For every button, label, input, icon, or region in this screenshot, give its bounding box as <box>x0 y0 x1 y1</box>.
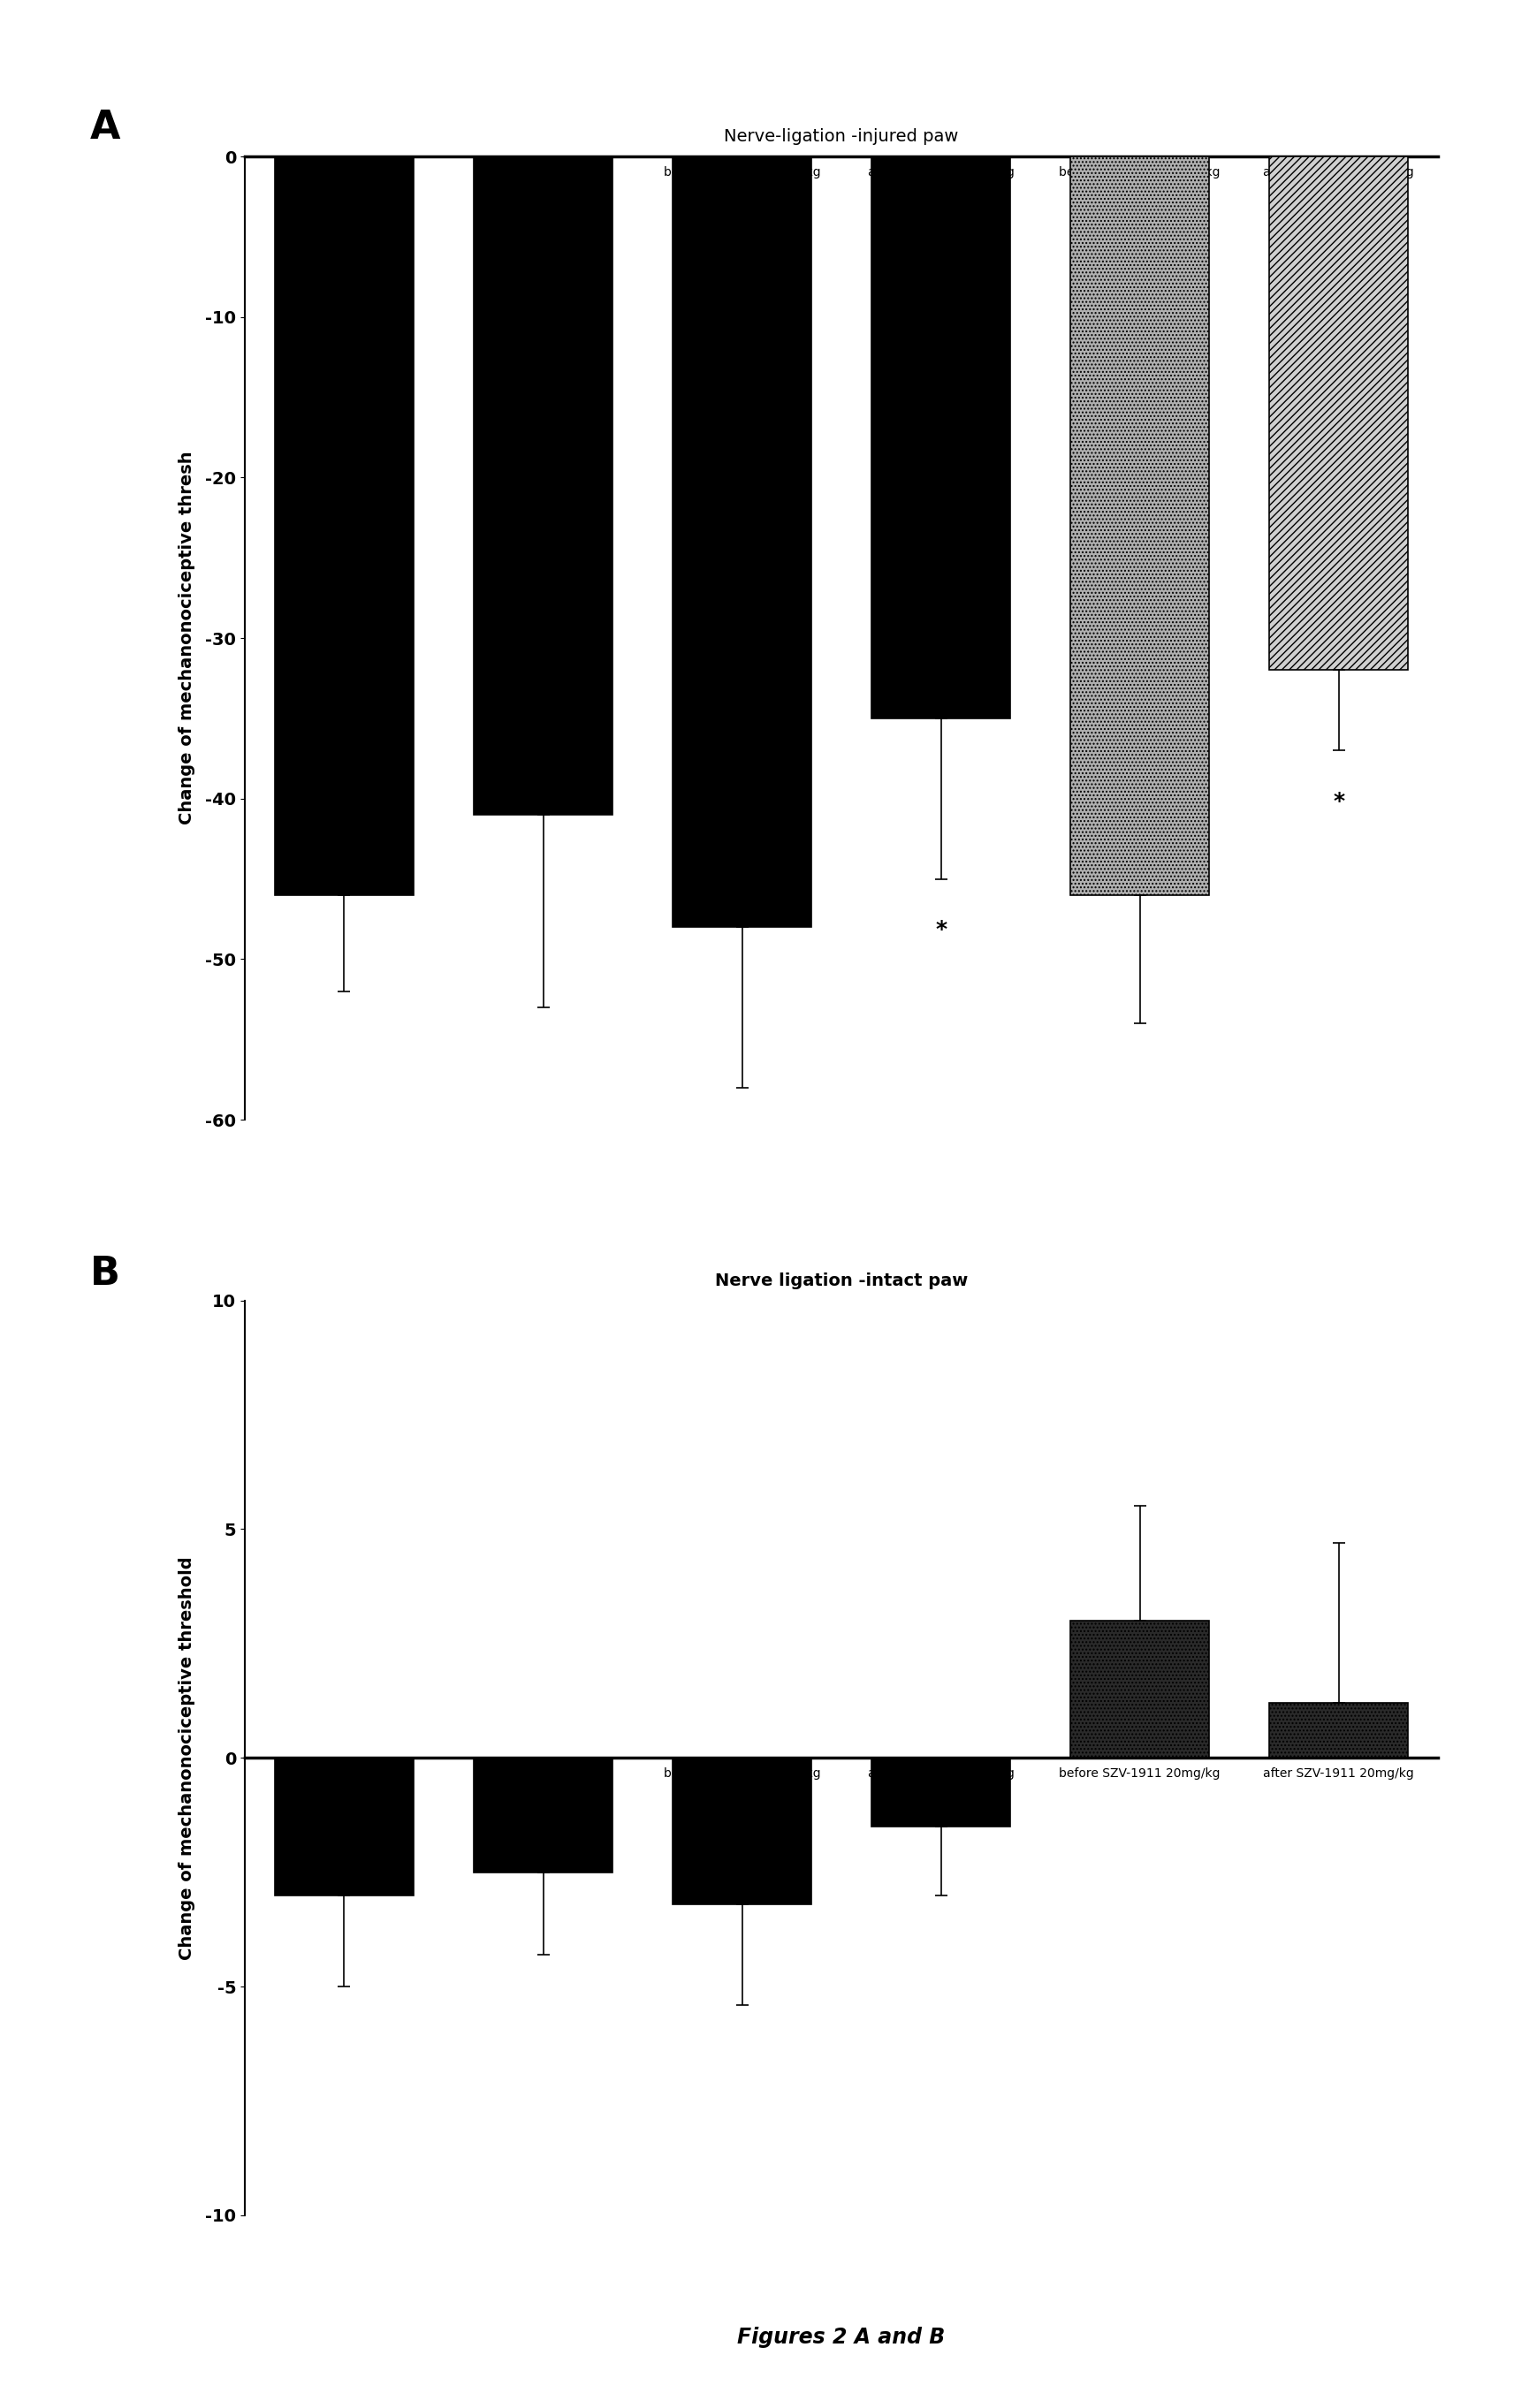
Bar <box>1070 157 1209 896</box>
Title: Nerve-ligation -injured paw: Nerve-ligation -injured paw <box>723 128 959 144</box>
Y-axis label: Change of mechanonociceptive thresh: Change of mechanonociceptive thresh <box>179 450 196 826</box>
Bar <box>474 157 612 814</box>
Bar <box>275 1758 413 1895</box>
Y-axis label: Change of mechanonociceptive threshold: Change of mechanonociceptive threshold <box>179 1556 196 1960</box>
Bar <box>275 157 413 896</box>
Title: Nerve ligation -intact paw: Nerve ligation -intact paw <box>714 1271 968 1288</box>
Bar <box>673 1758 812 1905</box>
Bar <box>1269 157 1408 669</box>
Text: A: A <box>90 108 121 147</box>
Bar <box>673 157 812 927</box>
Text: B: B <box>90 1255 119 1293</box>
Bar <box>474 1758 612 1873</box>
Text: Figures 2 A and B: Figures 2 A and B <box>737 2326 945 2348</box>
Bar <box>1269 1702 1408 1758</box>
Bar <box>872 157 1011 718</box>
Text: *: * <box>934 920 946 939</box>
Bar <box>872 1758 1011 1825</box>
Bar <box>1070 1621 1209 1758</box>
Text: *: * <box>1332 790 1344 811</box>
